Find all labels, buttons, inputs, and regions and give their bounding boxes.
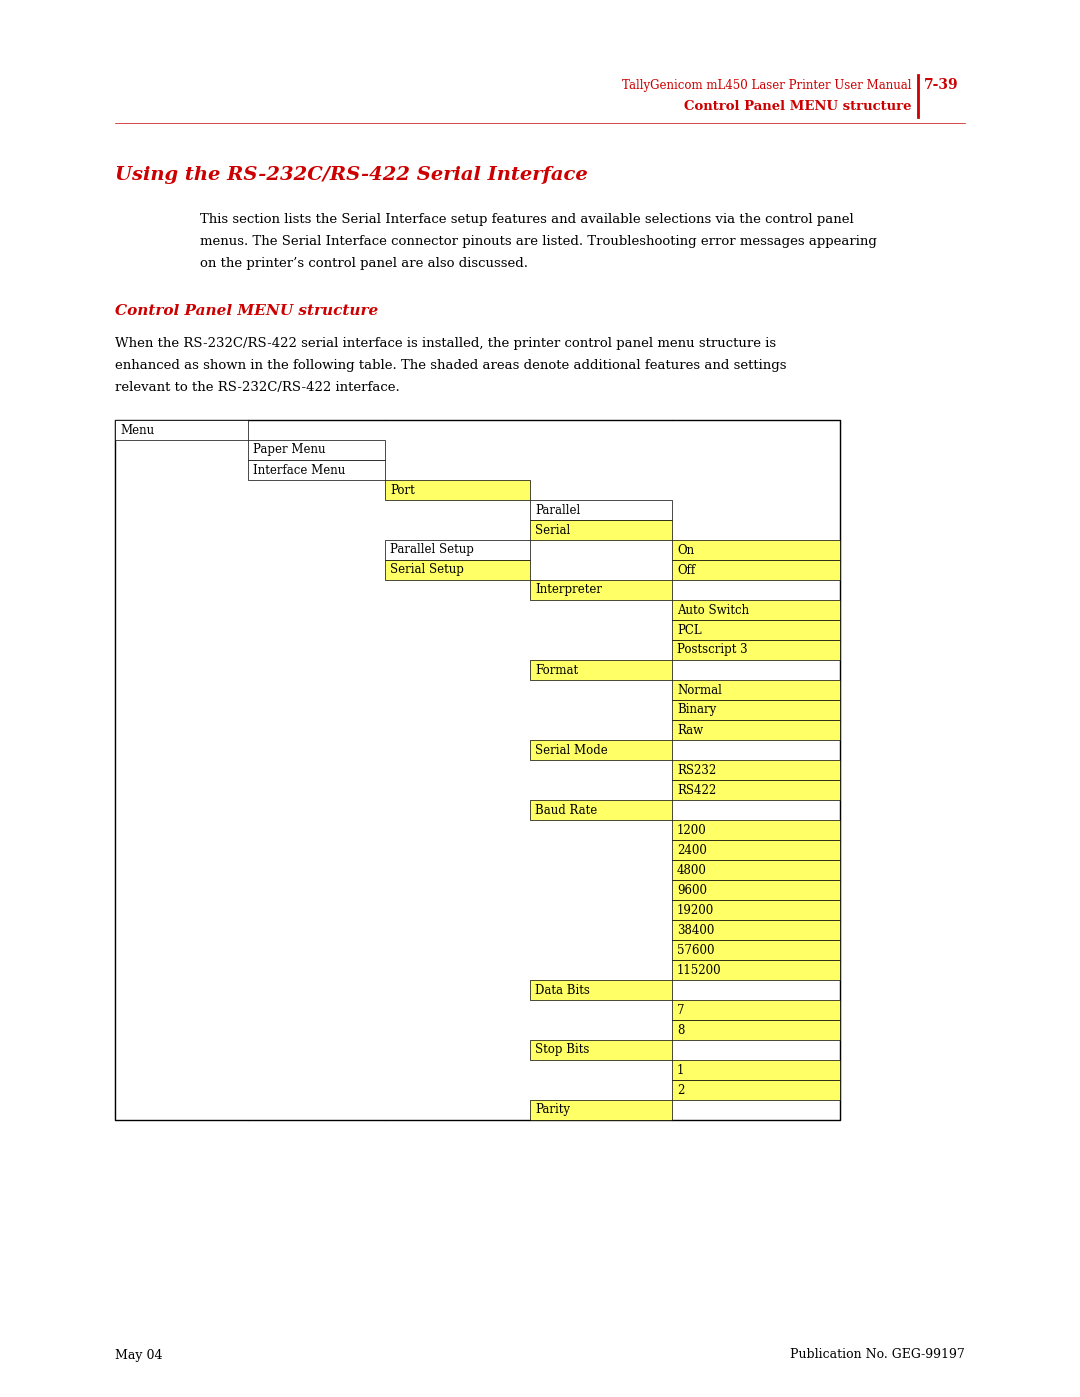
- Text: Control Panel MENU structure: Control Panel MENU structure: [685, 101, 912, 113]
- Text: Menu: Menu: [120, 423, 154, 436]
- Text: PCL: PCL: [677, 623, 702, 637]
- Bar: [672, 541, 840, 560]
- Bar: [672, 880, 840, 900]
- Text: 7: 7: [677, 1003, 685, 1017]
- Bar: [672, 599, 840, 620]
- Bar: [672, 861, 840, 880]
- Text: 2: 2: [677, 1084, 685, 1097]
- Text: 19200: 19200: [677, 904, 714, 916]
- Text: May 04: May 04: [114, 1348, 162, 1362]
- Bar: [672, 640, 840, 659]
- Text: Data Bits: Data Bits: [535, 983, 590, 996]
- Text: Serial Setup: Serial Setup: [390, 563, 464, 577]
- Bar: [530, 740, 672, 760]
- Text: Stop Bits: Stop Bits: [535, 1044, 590, 1056]
- Text: Control Panel MENU structure: Control Panel MENU structure: [114, 305, 378, 319]
- Text: 7-39: 7-39: [924, 78, 959, 92]
- Text: Serial: Serial: [535, 524, 570, 536]
- Bar: [672, 760, 840, 780]
- Bar: [672, 1060, 840, 1080]
- Text: Normal: Normal: [677, 683, 721, 697]
- Text: 1200: 1200: [677, 823, 706, 837]
- Bar: [530, 981, 672, 1000]
- Bar: [530, 580, 672, 599]
- Text: Interface Menu: Interface Menu: [253, 464, 346, 476]
- Bar: [114, 420, 248, 440]
- Bar: [530, 1099, 672, 1120]
- Text: Parallel: Parallel: [535, 503, 580, 517]
- Text: relevant to the RS-232C/RS-422 interface.: relevant to the RS-232C/RS-422 interface…: [114, 380, 400, 394]
- Bar: [672, 700, 840, 719]
- Text: 4800: 4800: [677, 863, 707, 876]
- Text: Off: Off: [677, 563, 696, 577]
- Text: 115200: 115200: [677, 964, 721, 977]
- Bar: [672, 940, 840, 960]
- Text: 38400: 38400: [677, 923, 714, 936]
- Text: Serial Mode: Serial Mode: [535, 743, 608, 757]
- Bar: [248, 460, 384, 481]
- Text: Using the RS-232C/RS-422 Serial Interface: Using the RS-232C/RS-422 Serial Interfac…: [114, 166, 588, 184]
- Text: Raw: Raw: [677, 724, 703, 736]
- Bar: [672, 1080, 840, 1099]
- Bar: [672, 719, 840, 740]
- Text: TallyGenicom mL450 Laser Printer User Manual: TallyGenicom mL450 Laser Printer User Ma…: [622, 78, 912, 91]
- Text: menus. The Serial Interface connector pinouts are listed. Troubleshooting error : menus. The Serial Interface connector pi…: [200, 235, 877, 247]
- Text: Publication No. GEG-99197: Publication No. GEG-99197: [791, 1348, 966, 1362]
- Bar: [672, 820, 840, 840]
- Text: Baud Rate: Baud Rate: [535, 803, 597, 816]
- Text: Format: Format: [535, 664, 578, 676]
- Bar: [530, 1039, 672, 1060]
- Text: enhanced as shown in the following table. The shaded areas denote additional fea: enhanced as shown in the following table…: [114, 359, 786, 372]
- Bar: [672, 1000, 840, 1020]
- Text: When the RS-232C/RS-422 serial interface is installed, the printer control panel: When the RS-232C/RS-422 serial interface…: [114, 337, 777, 349]
- Bar: [672, 780, 840, 800]
- Text: RS422: RS422: [677, 784, 716, 796]
- Text: Paper Menu: Paper Menu: [253, 443, 325, 457]
- Bar: [672, 900, 840, 921]
- Bar: [672, 1020, 840, 1039]
- Text: on the printer’s control panel are also discussed.: on the printer’s control panel are also …: [200, 257, 528, 270]
- Bar: [530, 520, 672, 541]
- Text: On: On: [677, 543, 694, 556]
- Text: Parallel Setup: Parallel Setup: [390, 543, 474, 556]
- Bar: [672, 960, 840, 981]
- Bar: [672, 680, 840, 700]
- Bar: [384, 541, 530, 560]
- Text: 57600: 57600: [677, 943, 715, 957]
- Bar: [530, 500, 672, 520]
- Text: 1: 1: [677, 1063, 685, 1077]
- Text: 8: 8: [677, 1024, 685, 1037]
- Text: Postscript 3: Postscript 3: [677, 644, 747, 657]
- Text: Binary: Binary: [677, 704, 716, 717]
- Bar: [672, 560, 840, 580]
- Bar: [114, 420, 840, 1120]
- Bar: [530, 800, 672, 820]
- Bar: [672, 921, 840, 940]
- Bar: [530, 659, 672, 680]
- Bar: [672, 620, 840, 640]
- Text: RS232: RS232: [677, 764, 716, 777]
- Bar: [384, 560, 530, 580]
- Text: This section lists the Serial Interface setup features and available selections : This section lists the Serial Interface …: [200, 212, 854, 225]
- Bar: [248, 440, 384, 460]
- Text: Port: Port: [390, 483, 415, 496]
- Text: Auto Switch: Auto Switch: [677, 604, 750, 616]
- Text: 9600: 9600: [677, 883, 707, 897]
- Bar: [384, 481, 530, 500]
- Text: Parity: Parity: [535, 1104, 570, 1116]
- Text: 2400: 2400: [677, 844, 707, 856]
- Bar: [672, 840, 840, 861]
- Text: Interpreter: Interpreter: [535, 584, 602, 597]
